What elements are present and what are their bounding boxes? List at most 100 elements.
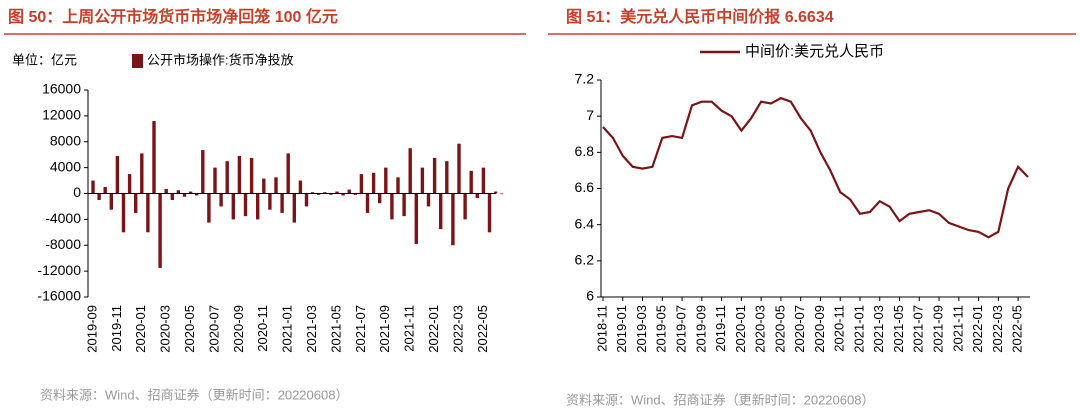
bar [152,121,156,194]
x-tick-label: 2019-07 [674,305,689,353]
bar [91,180,95,194]
x-tick-label: 2021-01 [280,305,295,353]
bar [353,193,357,195]
x-tick-label: 2022-03 [450,305,465,353]
bar [256,193,260,220]
bar [457,143,461,194]
bar [384,167,388,194]
x-tick-label: 2020-11 [255,305,270,352]
y-tick-label: 7.2 [575,71,595,87]
x-tick-label: 2022-01 [426,305,441,353]
bar [390,193,394,220]
x-tick-label: 2020-01 [733,305,748,353]
y-tick-label: -12000 [37,262,81,278]
line [602,96,1029,239]
bar [286,153,290,194]
bar [378,193,382,204]
bar [280,193,284,213]
y-tick-label: -16000 [37,288,81,304]
x-tick-label: 2021-05 [891,305,906,353]
x-tick-label: 2020-03 [753,305,768,353]
bar [268,193,272,210]
source-note: 资料来源：Wind、招商证券（更新时间：20220608） [566,392,874,407]
x-tick-label: 2020-11 [832,305,847,352]
bar [121,193,126,233]
x-tick-label: 2020-09 [231,305,246,353]
bar [103,187,107,194]
x-tick-label: 2022-05 [475,305,490,353]
bar [292,193,296,223]
bar [310,192,315,194]
x-tick-label: 2019-09 [84,305,99,353]
x-tick-label: 2020-05 [182,305,197,353]
legend-label: 中间价:美元兑人民币 [745,43,884,60]
bar [170,193,174,200]
chart-title: 图 50：上周公开市场货币市场净回笼 100 亿元 [8,7,338,26]
y-tick-label: -4000 [45,210,81,226]
x-tick-label: 2020-09 [812,305,827,353]
bar [231,193,235,220]
bar [371,172,376,194]
y-tick-label: 6.8 [575,143,595,159]
source-note: 资料来源：Wind、招商证券（更新时间：20220608） [40,387,348,402]
x-tick-label: 2021-07 [911,305,926,353]
bar [262,178,266,194]
y-tick-label: 12000 [42,107,81,123]
bar [182,193,187,197]
bar [365,193,370,213]
y-tick-label: 6 [586,288,594,304]
x-tick-label: 2019-11 [713,305,728,352]
x-tick-label: 2021-03 [871,305,886,353]
legend-label: 公开市场操作:货币净投放 [147,52,294,67]
bar [500,193,504,195]
bar [298,180,303,194]
x-tick-label: 2020-01 [133,305,148,353]
x-tick-label: 2022-05 [1010,305,1025,353]
bar [426,193,431,207]
bar [493,191,498,194]
bar [249,157,254,194]
bar [445,161,449,194]
unit-label: 单位：亿元 [12,52,77,67]
bar [329,193,333,195]
bar [201,150,205,194]
bar [97,193,101,200]
bar [408,148,412,194]
bar [359,174,364,194]
bar [487,193,492,233]
bar [341,193,345,196]
bar [451,193,455,246]
x-tick-label: 2019-01 [614,305,629,353]
x-tick-label: 2021-05 [328,305,343,353]
x-tick-label: 2020-03 [158,305,173,353]
x-tick-label: 2021-09 [930,305,945,353]
x-tick-label: 2019-03 [634,305,649,353]
bar [481,167,486,194]
bar [213,167,217,194]
x-tick-label: 2019-09 [693,305,708,353]
bar [347,189,351,194]
bar [127,174,132,194]
bar [115,155,120,194]
x-tick-label: 2021-09 [377,305,392,353]
x-tick-label: 2021-01 [851,305,866,353]
y-tick-label: 7 [586,107,594,123]
y-tick-label: 4000 [50,158,81,174]
chart-title: 图 51：美元兑人民币中间价报 6.6634 [566,7,834,26]
bar [323,192,327,194]
x-tick-label: 2021-03 [304,305,319,353]
bar [396,177,400,194]
bar [207,193,211,223]
x-tick-label: 2019-11 [109,305,124,352]
bar [140,153,144,194]
bar [414,193,418,244]
y-tick-label: 0 [73,184,81,200]
bar [237,155,242,194]
bar [420,167,425,194]
bar [134,193,138,213]
x-tick-label: 2020-05 [772,305,787,353]
x-tick-label: 2021-11 [402,305,417,352]
x-tick-label: 2021-11 [950,305,965,352]
y-tick-label: 8000 [50,132,81,148]
